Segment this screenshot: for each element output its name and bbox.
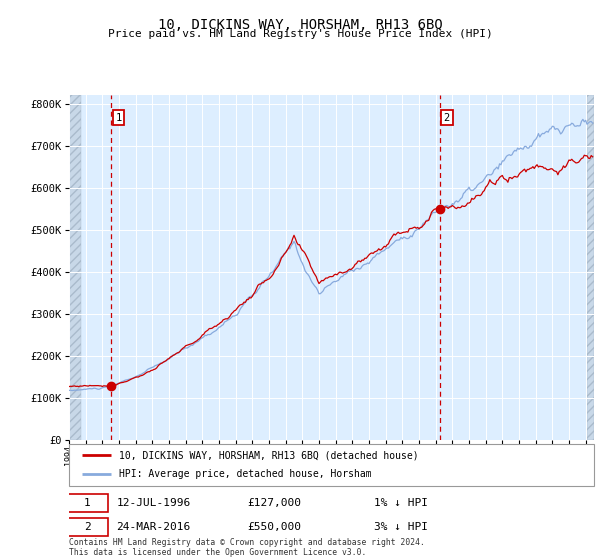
Text: 10, DICKINS WAY, HORSHAM, RH13 6BQ: 10, DICKINS WAY, HORSHAM, RH13 6BQ bbox=[158, 18, 442, 32]
Text: 1% ↓ HPI: 1% ↓ HPI bbox=[373, 498, 427, 508]
Bar bbox=[587, 95, 594, 440]
Text: 12-JUL-1996: 12-JUL-1996 bbox=[116, 498, 191, 508]
Text: Contains HM Land Registry data © Crown copyright and database right 2024.
This d: Contains HM Land Registry data © Crown c… bbox=[69, 538, 425, 557]
Text: 1: 1 bbox=[115, 113, 122, 123]
Text: 2: 2 bbox=[443, 113, 450, 123]
FancyBboxPatch shape bbox=[67, 494, 109, 512]
Text: £550,000: £550,000 bbox=[248, 522, 302, 532]
Text: 24-MAR-2016: 24-MAR-2016 bbox=[116, 522, 191, 532]
Text: 3% ↓ HPI: 3% ↓ HPI bbox=[373, 522, 427, 532]
Text: HPI: Average price, detached house, Horsham: HPI: Average price, detached house, Hors… bbox=[119, 469, 371, 479]
Text: 10, DICKINS WAY, HORSHAM, RH13 6BQ (detached house): 10, DICKINS WAY, HORSHAM, RH13 6BQ (deta… bbox=[119, 450, 419, 460]
Bar bbox=[69, 95, 80, 440]
Text: 2: 2 bbox=[84, 522, 91, 532]
Text: Price paid vs. HM Land Registry's House Price Index (HPI): Price paid vs. HM Land Registry's House … bbox=[107, 29, 493, 39]
Text: 1: 1 bbox=[84, 498, 91, 508]
FancyBboxPatch shape bbox=[67, 518, 109, 536]
Text: £127,000: £127,000 bbox=[248, 498, 302, 508]
